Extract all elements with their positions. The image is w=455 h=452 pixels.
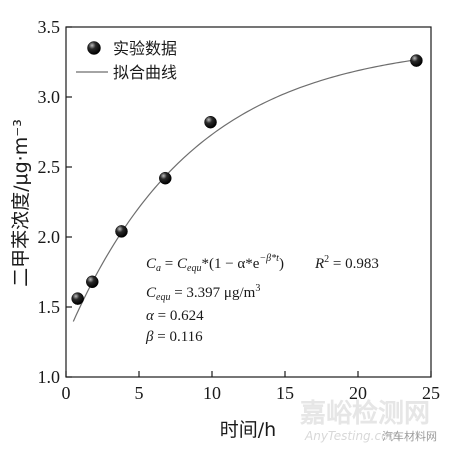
x-tick-label: 15 [276,383,294,403]
data-point [86,275,99,289]
x-tick-label: 20 [349,383,367,403]
data-point [204,115,217,129]
equation-annotations: Ca = Cequ*(1 − α*e−β*t) R2 = 0.983 Cequ … [145,253,379,345]
legend: 实验数据 拟合曲线 [76,39,177,82]
watermark-en: AnyTesting.com [304,429,400,443]
legend-label-fit: 拟合曲线 [113,63,177,82]
y-axis: 1.0 1.5 2.0 2.5 3.0 3.5 [38,17,72,387]
plot-frame [65,26,432,378]
x-axis: 0 5 10 15 20 25 [62,371,440,403]
fit-curve-line [72,58,423,322]
data-point [71,292,84,305]
x-tick-label: 25 [422,383,440,403]
x-axis-title: 时间/h [220,419,276,441]
y-tick-label: 2.5 [38,157,61,177]
y-tick-label: 2.0 [38,227,61,247]
watermark-cn: 嘉峪检测网 [300,398,430,429]
y-tick-label: 1.5 [38,297,61,317]
y-tick-label: 1.0 [38,367,61,387]
legend-marker-data [87,41,101,55]
equation-line: Ca = Cequ*(1 − α*e−β*t) [146,253,284,274]
legend-label-data: 实验数据 [113,39,177,58]
x-tick-label: 0 [62,383,71,403]
y-tick-label: 3.5 [38,17,61,37]
data-point [115,225,128,238]
beta-line: β = 0.116 [145,329,203,345]
data-point [410,54,423,67]
cequ-line: Cequ = 3.397 μg/m3 [146,283,260,303]
y-tick-label: 3.0 [38,87,61,107]
y-axis-title: 二甲苯浓度/μg·m⁻³ [10,119,32,287]
alpha-line: α = 0.624 [146,308,204,324]
watermark-badge: 汽车材料网 [382,429,437,443]
watermark: 嘉峪检测网 AnyTesting.com 汽车材料网 [300,398,437,443]
x-tick-label: 10 [203,383,221,403]
data-point [159,171,172,185]
x-tick-label: 5 [135,383,144,403]
r2-line: R2 = 0.983 [314,254,379,272]
data-points [71,54,423,305]
